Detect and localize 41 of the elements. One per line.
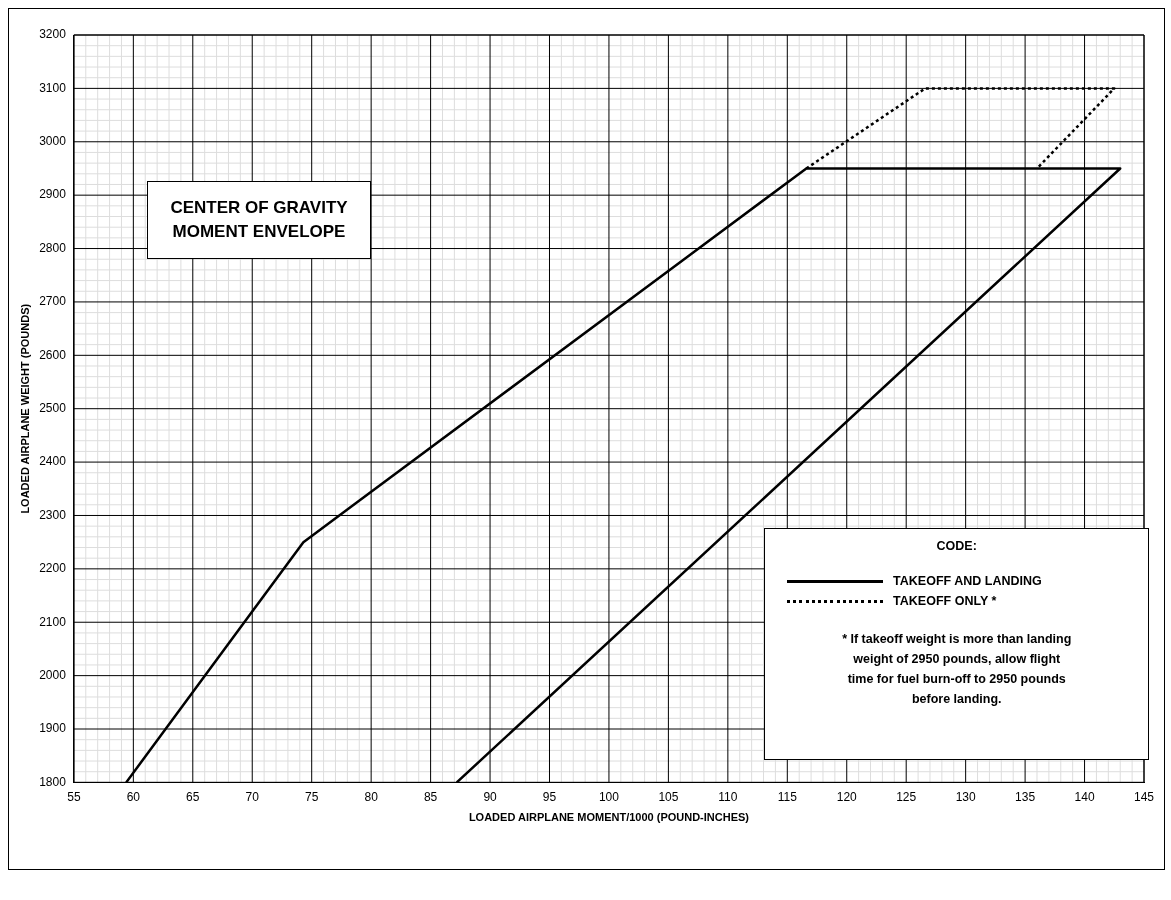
y-tick-label: 1800 [39,774,67,789]
x-tick-label: 125 [896,789,917,804]
y-tick-label: 3000 [39,134,67,149]
y-tick-label: 2200 [39,561,67,576]
y-tick-label: 2700 [39,294,67,309]
legend-label: TAKEOFF AND LANDING [893,574,1042,589]
x-tick-label: 70 [245,789,260,804]
x-tick-label: 95 [542,789,557,804]
y-tick-label: 2100 [39,614,67,629]
x-tick-label: 90 [483,789,498,804]
x-tick-label: 145 [1133,789,1155,804]
x-tick-label: 120 [836,789,858,804]
x-tick-label: 60 [126,789,141,804]
y-axis-title: LOADED AIRPLANE WEIGHT (POUNDS) [18,303,31,514]
y-tick-label: 2000 [39,667,67,682]
x-tick-label: 135 [1015,789,1036,804]
x-tick-label: 110 [718,789,738,804]
y-tick-label: 1900 [39,721,67,736]
x-tick-label: 55 [67,789,81,804]
y-tick-label: 2500 [39,401,67,416]
y-tick-label: 3100 [39,80,67,95]
y-tick-label: 2600 [39,347,67,362]
x-axis-title: LOADED AIRPLANE MOMENT/1000 (POUND-INCHES) [468,811,750,824]
x-tick-label: 140 [1074,789,1095,804]
x-tick-label: 65 [186,789,200,804]
y-tick-label: 3200 [39,27,67,42]
y-tick-label: 2300 [39,507,67,522]
x-tick-label: 115 [777,789,798,804]
y-tick-label: 2900 [39,187,67,202]
x-tick-label: 105 [658,789,679,804]
x-tick-label: 80 [364,789,379,804]
annotation: * If takeoff weight is more than landing weight of 2950 pounds, allow flight time for fuel burn-off to 2950 pounds before landing. [841,631,1073,709]
x-tick-label: 85 [423,789,438,804]
legend-title: CODE: [935,539,978,554]
y-tick-label: 2800 [39,240,67,255]
x-tick-label: 130 [955,789,976,804]
x-tick-label: 100 [598,789,620,804]
x-tick-label: 75 [305,789,319,804]
legend-label: TAKEOFF ONLY * [893,594,997,609]
text: CENTER OF GRAVITY MOMENT ENVELOPE [146,181,372,260]
y-tick-label: 2400 [39,454,67,469]
